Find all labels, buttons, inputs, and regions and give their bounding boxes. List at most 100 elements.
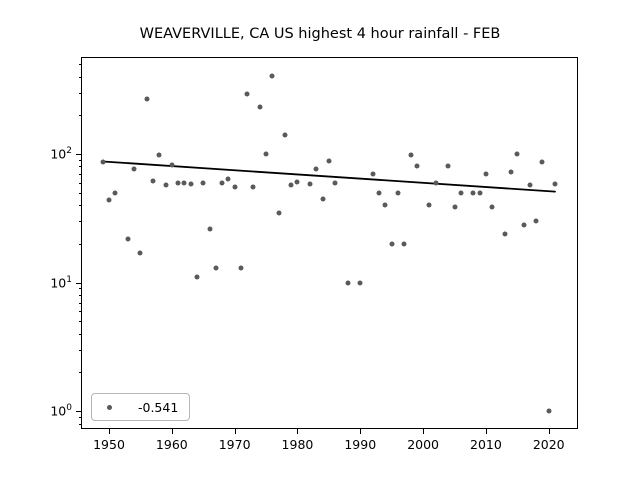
data-point	[194, 274, 200, 280]
y-axis-minor-tick	[78, 372, 82, 374]
data-point	[232, 184, 238, 190]
data-point	[533, 218, 539, 224]
data-point	[238, 265, 244, 271]
data-point	[382, 202, 388, 208]
data-point	[250, 184, 256, 190]
y-axis-minor-tick	[78, 182, 82, 184]
data-point	[294, 179, 300, 185]
data-point	[320, 196, 326, 202]
data-point	[458, 190, 464, 196]
plot-area: -0.541 1950 1960 1970 1980 1990 2000 2010 2020 1…	[50, 57, 578, 452]
data-point	[452, 204, 457, 210]
x-axis-tick-label: 2000	[407, 437, 439, 452]
y-axis-minor-tick	[78, 205, 82, 207]
y-axis-tick-label: 102	[50, 146, 72, 162]
trend-line	[101, 160, 556, 193]
x-axis-tick	[109, 428, 110, 434]
data-point	[426, 202, 432, 208]
x-axis-tick-label: 1970	[218, 437, 251, 452]
y-axis-tick	[76, 154, 82, 155]
x-axis-tick	[297, 428, 299, 434]
y-axis-minor-tick	[78, 243, 82, 245]
data-point	[131, 166, 137, 172]
data-point	[269, 73, 275, 79]
y-axis-minor-tick	[78, 288, 82, 290]
data-point	[313, 166, 319, 172]
y-axis-minor-tick	[78, 311, 82, 313]
x-axis-tick	[234, 428, 236, 434]
data-point	[470, 190, 476, 196]
data-point	[137, 250, 143, 256]
data-point	[106, 197, 112, 203]
data-point	[395, 190, 401, 196]
y-axis-minor-tick	[78, 321, 82, 323]
data-point	[370, 171, 376, 177]
data-point	[514, 151, 520, 157]
data-point	[326, 158, 332, 164]
chart-title: WEAVERVILLE, CA US highest 4 hour rainfa…	[139, 26, 501, 42]
data-point	[100, 159, 106, 165]
y-axis-minor-tick	[78, 166, 82, 168]
y-axis-minor-tick	[78, 192, 82, 194]
x-axis-tick	[171, 428, 173, 434]
y-axis-minor-tick	[78, 295, 82, 297]
data-point	[502, 231, 508, 237]
data-point	[156, 152, 162, 158]
y-axis-minor-tick	[78, 302, 82, 304]
y-axis-minor-tick	[78, 76, 82, 78]
data-point	[225, 176, 231, 182]
data-point	[357, 280, 363, 286]
data-point	[144, 96, 150, 102]
y-axis-minor-tick	[78, 349, 82, 351]
data-point	[200, 180, 206, 186]
data-point	[150, 178, 156, 184]
data-point	[552, 181, 558, 187]
data-point	[508, 169, 514, 175]
data-point	[276, 210, 282, 216]
data-point	[181, 180, 187, 186]
data-point	[213, 265, 219, 271]
data-point	[332, 180, 338, 186]
data-point	[408, 152, 414, 158]
data-point	[288, 182, 294, 188]
data-point	[257, 104, 263, 110]
data-point	[433, 180, 439, 186]
y-axis-minor-tick	[78, 64, 82, 66]
legend-label: -0.541	[138, 399, 179, 415]
data-point	[521, 222, 527, 228]
y-axis-minor-tick	[78, 173, 82, 175]
data-point	[546, 408, 552, 414]
data-point	[169, 162, 175, 168]
x-axis-tick-label: 1990	[344, 437, 377, 452]
x-axis-tick	[548, 428, 550, 434]
data-point	[445, 163, 451, 169]
data-point	[163, 182, 169, 188]
data-point	[539, 159, 545, 165]
y-axis-minor-tick	[78, 92, 82, 94]
x-axis-tick	[423, 428, 425, 434]
x-axis-tick	[485, 428, 487, 434]
data-point	[401, 241, 407, 247]
x-axis-tick-label: 1950	[93, 437, 125, 452]
x-axis-tick-label: 2010	[470, 437, 502, 452]
data-point	[527, 182, 533, 188]
data-point	[389, 241, 395, 247]
data-point	[207, 226, 213, 232]
y-axis-minor-tick	[78, 423, 82, 425]
data-point	[307, 181, 313, 187]
y-axis-tick-label: 100	[50, 403, 72, 419]
legend-marker-icon	[107, 404, 112, 410]
y-axis-minor-tick	[78, 221, 82, 223]
y-axis-minor-tick	[78, 115, 82, 117]
data-point	[112, 190, 118, 196]
data-point	[477, 190, 483, 196]
legend: -0.541	[91, 393, 190, 421]
data-point	[282, 132, 288, 138]
data-point	[489, 204, 495, 210]
y-axis-tick	[76, 282, 82, 284]
data-point	[219, 180, 225, 186]
data-point	[483, 171, 489, 177]
data-point	[188, 181, 194, 187]
x-axis-tick	[360, 428, 362, 434]
